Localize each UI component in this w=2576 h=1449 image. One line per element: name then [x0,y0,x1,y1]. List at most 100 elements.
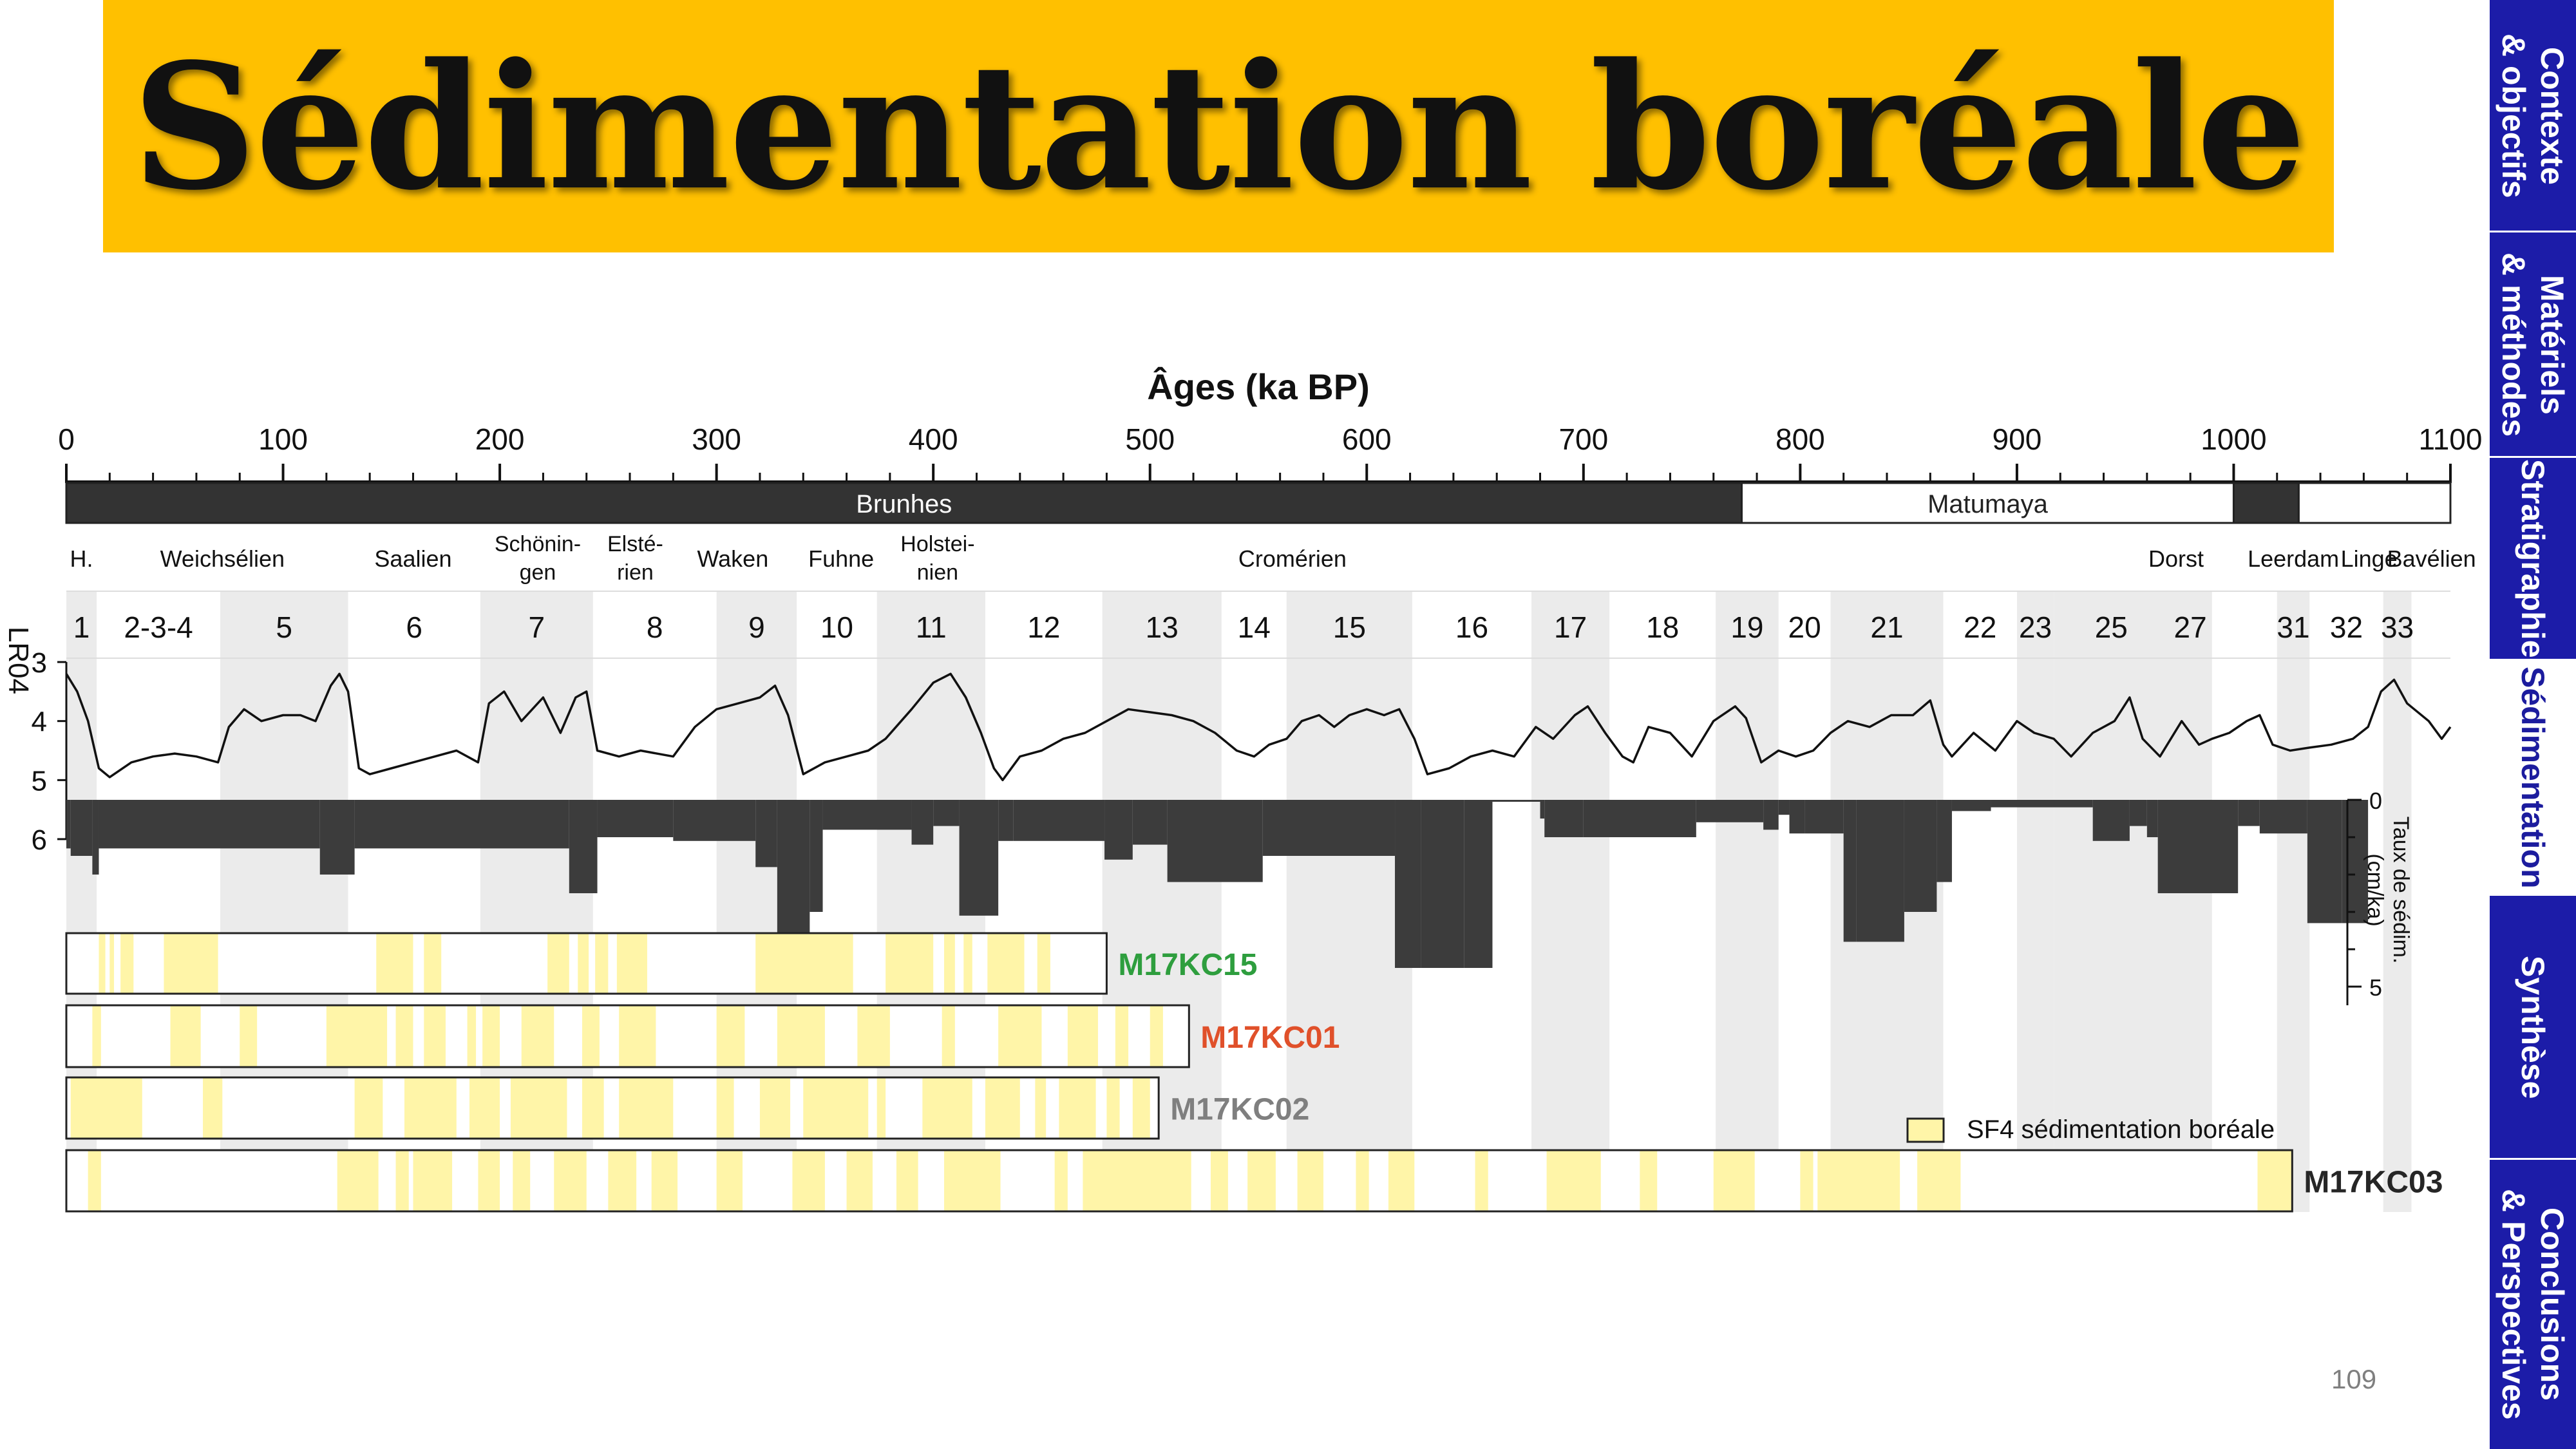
legend-swatch [1906,1117,1945,1143]
x-tick-label: 1000 [2201,422,2266,456]
core-sf4-interval [1132,1077,1150,1139]
polarity-chron [2297,482,2452,524]
sed-rate-bar [810,800,823,912]
sed-rate-bar [1696,800,1764,822]
sidebar-item-label: Sédimentation [2515,667,2551,889]
core-sf4-interval [1035,1077,1046,1139]
core-sf4-interval [759,1077,791,1139]
core-sf4-interval [326,1005,388,1067]
core-sf4-interval [424,933,442,994]
core-sf4-interval [109,933,115,994]
mis-label: 1 [73,611,90,644]
sidebar-item-2[interactable]: Matériels & méthodes [2490,232,2576,457]
sidebar-item-label: Synthèse [2515,955,2551,1099]
mis-label: 7 [529,611,545,644]
mis-label: 15 [1333,611,1366,644]
core-sf4-interval [92,1005,101,1067]
mis-label: 11 [916,611,947,644]
core-sf4-interval [619,1005,656,1067]
core-sf4-interval [578,933,589,994]
core-label: M17KC02 [1170,1093,1309,1127]
core-sf4-interval [987,933,1025,994]
slide-title: Sédimentation boréale [132,26,2306,229]
mis-label: 16 [1455,611,1488,644]
stage-label: Leerdam [2248,545,2339,572]
sidebar-separator [2490,456,2576,458]
sed-rate-bar [1104,800,1133,860]
sed-rate-bar [1937,800,1952,882]
sidebar-item-5[interactable]: Synthèse [2490,895,2576,1159]
mis-shade [2016,591,2054,1212]
sed-rate-bar [2238,800,2260,826]
mis-label: 25 [2095,611,2128,644]
mis-shade [1716,591,1779,1212]
core-sf4-interval [998,1005,1042,1067]
sidebar-item-4[interactable]: Sédimentation [2490,660,2576,895]
sed-rate-bar [2259,800,2307,834]
core-sf4-interval [619,1077,674,1139]
mis-shade [2277,591,2310,1212]
mis-label: 21 [1870,611,1903,644]
core-sf4-interval [803,1077,869,1139]
sidebar-separator [2490,231,2576,232]
sidebar-item-6[interactable]: Conclusions & Perspectives [2490,1159,2576,1449]
sed-rate-bar [911,800,934,845]
mis-label: 33 [2381,611,2414,644]
mis-shade [2383,591,2412,1212]
core-sf4-interval [164,933,218,994]
core-sf4-interval [1067,1005,1098,1067]
stage-label: Weichsélien [160,545,285,572]
core-sf4-interval [1106,1077,1120,1139]
sed-rate-bar [1013,800,1105,841]
sidebar-item-label: Matériels & méthodes [2496,252,2570,437]
core-sf4-interval [922,1077,972,1139]
stage-label: Bavélien [2387,545,2476,572]
mis-shade [2054,591,2169,1212]
stage-label: Schönin- [495,532,581,556]
stage-label: Linge [2341,545,2398,572]
sed-rate-bar [1395,800,1421,968]
stage-label: Fuhne [808,545,874,572]
x-tick-label: 300 [692,422,741,456]
sidebar-item-1[interactable]: Contexte & objectifs [2490,0,2576,232]
core-label: M17KC03 [2304,1166,2443,1200]
core-sf4-interval [2257,1150,2293,1211]
sed-rate-bar [1789,800,1805,834]
sed-rate-bar [1544,800,1584,837]
core-sf4-interval [510,1077,567,1139]
core-sf4-interval [792,1150,825,1211]
sed-rate-bar [2157,800,2239,893]
sidebar-item-3[interactable]: Stratigraphie [2490,457,2576,660]
sed-rate-bar [1314,800,1396,856]
sed-rate-bar [755,800,777,867]
sed-rate-bar [822,800,912,830]
core-sf4-interval [467,1005,477,1067]
sed-rate-bar [1843,800,1857,942]
core-sf4-interval [1054,1150,1068,1211]
core-sf4-interval [777,1005,825,1067]
core-label: M17KC15 [1118,948,1257,982]
polarity-chron [1740,482,2235,524]
core-sf4-interval [896,1150,918,1211]
sed-rate-bar [1856,800,1904,942]
core-sf4-interval [354,1077,383,1139]
core-sf4-interval [1475,1150,1488,1211]
mis-label: 6 [406,611,422,644]
sidebar-separator [2490,894,2576,896]
core-sf4-interval [1388,1150,1415,1211]
mis-label: 17 [1554,611,1587,644]
core-sf4-interval [944,1150,1001,1211]
core-strip-outline [65,932,1108,995]
mis-label: 5 [276,611,292,644]
sed-rate-bar [1167,800,1263,882]
core-sf4-interval [716,1005,745,1067]
core-sf4-interval [337,1150,379,1211]
mis-shade [1286,591,1412,1212]
core-sf4-interval [651,1150,678,1211]
legend-label: SF4 sédimentation boréale [1967,1115,2275,1144]
title-banner: Sédimentation boréale [103,0,2334,252]
stage-label: H. [70,545,93,572]
stage-label: nien [917,560,958,585]
core-sf4-interval [203,1077,223,1139]
sidebar-separator [2490,659,2576,661]
